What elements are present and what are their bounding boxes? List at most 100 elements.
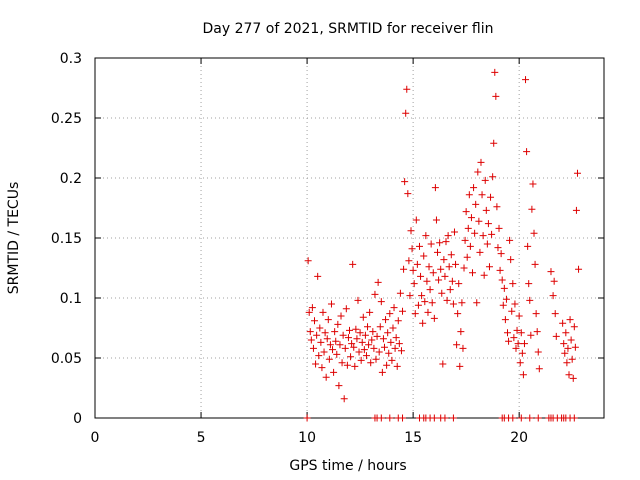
data-point-0-71 — [379, 335, 387, 343]
data-point-0-125 — [437, 265, 445, 273]
data-point-0-85 — [394, 317, 402, 325]
data-point-0-183 — [498, 276, 506, 284]
data-point-0-28 — [334, 320, 342, 328]
data-point-0-175 — [490, 139, 498, 147]
data-point-0-72 — [380, 343, 388, 351]
data-point-0-90 — [400, 265, 408, 273]
data-point-0-199 — [515, 312, 523, 320]
y-tick-label-6: 0.3 — [60, 51, 82, 67]
data-point-0-234 — [569, 374, 577, 382]
data-point-0-177 — [492, 92, 500, 100]
data-point-0-38 — [344, 334, 352, 342]
data-point-0-207 — [524, 242, 532, 250]
data-point-0-93 — [403, 85, 411, 93]
data-point-0-60 — [368, 336, 376, 344]
data-point-0-15 — [320, 348, 328, 356]
y-tick-label-0: 0 — [73, 411, 82, 427]
data-point-0-65 — [373, 332, 381, 340]
chart-title: Day 277 of 2021, SRMTID for receiver fli… — [203, 21, 494, 37]
data-point-0-104 — [414, 301, 422, 309]
data-point-0-215 — [532, 310, 540, 318]
data-point-0-29 — [335, 382, 343, 390]
data-point-0-193 — [509, 280, 517, 288]
data-point-0-61 — [369, 328, 377, 336]
data-point-0-66 — [374, 278, 382, 286]
data-point-0-167 — [481, 176, 489, 184]
y-tick-label-5: 0.25 — [51, 111, 82, 127]
data-point-0-132 — [444, 232, 452, 240]
data-point-0-47 — [354, 296, 362, 304]
data-point-0-1 — [305, 308, 313, 316]
data-point-0-139 — [452, 260, 460, 268]
data-point-0-233 — [568, 355, 576, 363]
data-point-0-107 — [418, 292, 426, 300]
data-point-0-152 — [465, 191, 473, 199]
data-point-0-81 — [390, 304, 398, 312]
data-point-0-143 — [456, 362, 464, 370]
data-point-0-176 — [491, 68, 499, 76]
data-point-0-151 — [464, 224, 472, 232]
data-point-0-227 — [562, 329, 570, 337]
data-point-0-136 — [448, 277, 456, 285]
data-point-0-25 — [331, 328, 339, 336]
data-point-0-147 — [460, 264, 468, 272]
data-point-0-50 — [357, 356, 365, 364]
data-point-0-103 — [413, 260, 421, 268]
data-point-0-195 — [511, 300, 519, 308]
data-point-0-41 — [348, 340, 356, 348]
data-point-1-19 — [517, 414, 525, 422]
data-point-0-82 — [391, 344, 399, 352]
data-point-0-154 — [467, 214, 475, 222]
data-point-0-63 — [371, 290, 379, 298]
data-point-0-26 — [332, 337, 340, 345]
data-point-0-113 — [424, 308, 432, 316]
data-point-0-173 — [488, 230, 496, 238]
data-point-0-111 — [422, 232, 430, 240]
data-point-0-212 — [529, 180, 537, 188]
data-point-0-3 — [307, 336, 315, 344]
data-point-0-78 — [387, 338, 395, 346]
data-point-0-105 — [415, 242, 423, 250]
data-point-0-170 — [484, 220, 492, 228]
data-point-0-160 — [474, 168, 482, 176]
data-points — [303, 68, 583, 422]
data-point-1-6 — [399, 414, 407, 422]
data-point-0-131 — [443, 296, 451, 304]
data-point-0-73 — [382, 316, 390, 324]
data-point-0-192 — [508, 307, 516, 315]
data-point-0-194 — [510, 334, 518, 342]
data-point-0-158 — [472, 200, 480, 208]
data-point-0-149 — [462, 208, 470, 216]
data-point-0-181 — [496, 266, 504, 274]
data-point-0-130 — [442, 238, 450, 246]
data-point-0-39 — [346, 326, 353, 334]
data-point-0-114 — [425, 263, 433, 271]
x-tick-label-1: 5 — [197, 430, 206, 446]
data-point-0-40 — [347, 353, 355, 361]
data-point-0-19 — [324, 316, 332, 324]
data-point-0-202 — [518, 349, 526, 357]
data-point-0-206 — [523, 148, 531, 156]
data-point-0-17 — [322, 373, 330, 381]
grid — [95, 58, 604, 418]
y-tick-label-4: 0.2 — [60, 171, 82, 187]
data-point-0-34 — [340, 395, 348, 403]
data-point-0-208 — [525, 280, 533, 288]
y-axis-label: SRMTID / TECUs — [6, 182, 22, 295]
data-point-0-68 — [376, 323, 384, 331]
data-point-1-18 — [509, 414, 517, 422]
data-point-0-92 — [402, 109, 410, 117]
data-point-0-231 — [566, 316, 574, 324]
data-point-0-141 — [454, 310, 462, 318]
data-point-0-77 — [386, 310, 394, 318]
data-point-0-83 — [392, 334, 400, 342]
data-point-0-165 — [479, 232, 487, 240]
data-point-0-48 — [355, 348, 363, 356]
data-point-0-224 — [559, 319, 567, 327]
data-point-0-128 — [440, 256, 448, 264]
data-point-0-185 — [500, 284, 508, 292]
data-point-0-174 — [489, 173, 497, 181]
data-point-0-37 — [343, 361, 351, 369]
data-point-0-218 — [535, 365, 543, 373]
data-point-0-91 — [401, 178, 409, 186]
